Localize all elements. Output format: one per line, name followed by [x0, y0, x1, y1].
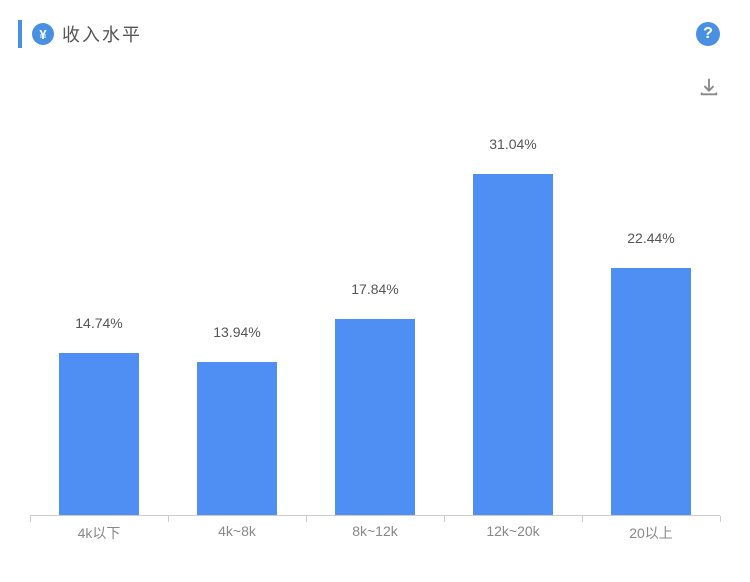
- axis-tick: [168, 516, 169, 522]
- bar-slot: 31.04%: [444, 130, 582, 515]
- x-axis-label: 4k~8k: [168, 516, 306, 542]
- yen-bag-icon: ¥: [32, 23, 54, 45]
- bar-value-label: 17.84%: [306, 281, 444, 297]
- bar: [59, 353, 139, 515]
- bar-slot: 22.44%: [582, 130, 720, 515]
- bar-value-label: 14.74%: [30, 315, 168, 331]
- x-axis: 4k以下4k~8k8k~12k12k~20k20以上: [30, 516, 720, 542]
- help-icon[interactable]: ?: [696, 22, 720, 46]
- x-axis-label: 8k~12k: [306, 516, 444, 542]
- bar-slot: 14.74%: [30, 130, 168, 515]
- chart-area: 14.74%13.94% 17.84% 31.04% 22.44% 4k以下4k~8k…: [30, 130, 720, 542]
- bar: [335, 319, 415, 515]
- x-axis-label: 4k以下: [30, 516, 168, 542]
- bar-slot: 13.94%: [168, 130, 306, 515]
- chart-title: 收入水平: [62, 21, 142, 47]
- icon-glyph: ¥: [39, 27, 46, 42]
- axis-tick: [306, 516, 307, 522]
- bar: [611, 268, 691, 515]
- axis-tick: [444, 516, 445, 522]
- x-axis-label: 20以上: [582, 516, 720, 542]
- bar: [197, 362, 277, 515]
- chart-header: ¥ 收入水平 ?: [0, 0, 750, 58]
- axis-tick: [582, 516, 583, 522]
- toolbar: [0, 58, 750, 103]
- bar-value-label: 13.94%: [168, 324, 306, 340]
- bar-slot: 17.84%: [306, 130, 444, 515]
- bar-plot: 14.74%13.94% 17.84% 31.04% 22.44%: [30, 130, 720, 516]
- bar: [473, 174, 553, 515]
- axis-tick: [30, 516, 31, 522]
- title-group: ¥ 收入水平: [18, 20, 142, 48]
- x-axis-label: 12k~20k: [444, 516, 582, 542]
- axis-tick: [720, 516, 721, 522]
- bar-value-label: 31.04%: [444, 136, 582, 152]
- bar-value-label: 22.44%: [582, 230, 720, 246]
- download-icon[interactable]: [698, 76, 720, 103]
